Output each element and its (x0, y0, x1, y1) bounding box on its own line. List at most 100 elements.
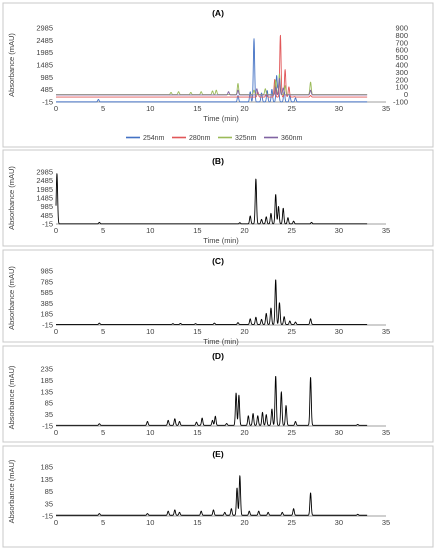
y2-tick-label: 700 (395, 38, 408, 47)
y-tick-label: -15 (42, 512, 53, 521)
y-tick-label: 1985 (36, 185, 53, 194)
y-tick-label: 2485 (36, 176, 53, 185)
y2-tick-label: -100 (393, 98, 408, 107)
x-tick-label: 5 (101, 518, 105, 527)
panel-title: (E) (212, 449, 224, 459)
panel-frame (2, 249, 434, 343)
x-tick-label: 10 (146, 428, 154, 437)
y-tick-label: 2985 (36, 168, 53, 177)
x-tick-label: 20 (240, 327, 248, 336)
y-tick-label: 1485 (36, 61, 53, 70)
x-tick-label: 15 (193, 518, 201, 527)
series-line-360nm (55, 78, 368, 96)
y-tick-label: 85 (45, 487, 53, 496)
y2-tick-label: 200 (395, 75, 408, 84)
y-tick-label: 185 (40, 310, 53, 319)
y-tick-label: -15 (42, 321, 53, 330)
x-axis-title: Time (min) (203, 236, 239, 245)
panel-frame (2, 149, 434, 247)
legend-label: 280nm (189, 135, 211, 142)
series-line (55, 173, 368, 225)
y-tick-label: 35 (45, 410, 53, 419)
x-tick-label: 35 (382, 428, 390, 437)
y-tick-label: 1485 (36, 194, 53, 203)
panel-title: (D) (212, 351, 224, 361)
x-tick-label: 20 (240, 428, 248, 437)
x-tick-label: 15 (193, 104, 201, 113)
x-tick-label: 25 (288, 327, 296, 336)
x-tick-label: 0 (54, 327, 58, 336)
x-tick-label: 25 (288, 104, 296, 113)
x-axis-title: Time (min) (203, 337, 239, 346)
y-tick-label: 785 (40, 277, 53, 286)
legend-item-254nm: 254nm (126, 135, 165, 142)
x-tick-label: 30 (335, 327, 343, 336)
x-tick-label: 5 (101, 327, 105, 336)
y-tick-label: 985 (40, 73, 53, 82)
legend-item-360nm: 360nm (264, 135, 303, 142)
y2-tick-label: 0 (404, 90, 408, 99)
y-tick-label: 985 (40, 202, 53, 211)
x-tick-label: 10 (146, 327, 154, 336)
series-line (55, 475, 368, 516)
panel-title: (C) (212, 256, 224, 266)
x-tick-label: 5 (101, 428, 105, 437)
x-tick-label: 10 (146, 104, 154, 113)
x-tick-label: 0 (54, 104, 58, 113)
x-tick-label: 35 (382, 518, 390, 527)
x-tick-label: 15 (193, 226, 201, 235)
y-tick-label: 185 (40, 463, 53, 472)
panel-d: (D) 0 5 10 15 20 25 30 35 -15 35 85 135 185 235 Absorba… (2, 345, 434, 443)
y-tick-label: 1985 (36, 48, 53, 57)
y-tick-label: -15 (42, 98, 53, 107)
y2-tick-label: 400 (395, 61, 408, 70)
x-tick-label: 30 (335, 428, 343, 437)
x-axis-title: Time (min) (203, 114, 239, 123)
y2-tick-label: 800 (395, 31, 408, 40)
y-tick-label: 985 (40, 267, 53, 276)
y-tick-label: 135 (40, 387, 53, 396)
y-tick-label: -15 (42, 422, 53, 431)
x-tick-label: 15 (193, 327, 201, 336)
x-tick-label: 25 (288, 226, 296, 235)
x-tick-label: 25 (288, 428, 296, 437)
x-tick-label: 20 (240, 226, 248, 235)
y-tick-label: 2985 (36, 24, 53, 33)
series-line-280nm (55, 34, 368, 98)
y2-tick-label: 600 (395, 46, 408, 55)
x-tick-label: 35 (382, 104, 390, 113)
panel-b: (B) 0 5 10 15 20 25 30 35 -1548598514851985248529… (2, 149, 434, 247)
y2-tick-label: 900 (395, 24, 408, 33)
y-tick-label: 385 (40, 299, 53, 308)
x-tick-label: 35 (382, 327, 390, 336)
x-tick-label: 0 (54, 226, 58, 235)
panel-e: (E) 0 5 10 15 20 25 30 35 -15 35 85 135 185 Absorbance… (2, 445, 434, 548)
panel-title: (A) (212, 8, 224, 18)
legend-label: 254nm (143, 135, 165, 142)
x-tick-label: 10 (146, 226, 154, 235)
y-tick-label: 85 (45, 399, 53, 408)
x-tick-label: 5 (101, 104, 105, 113)
x-tick-label: 30 (335, 104, 343, 113)
legend-label: 360nm (281, 135, 303, 142)
y-tick-label: 135 (40, 475, 53, 484)
y-tick-label: 235 (40, 365, 53, 374)
x-tick-label: 0 (54, 518, 58, 527)
x-tick-label: 0 (54, 428, 58, 437)
x-tick-label: 30 (335, 226, 343, 235)
x-tick-label: 10 (146, 518, 154, 527)
y2-tick-label: 300 (395, 68, 408, 77)
y-axis-title: Absorbance (mAU) (7, 365, 16, 429)
y-tick-label: 2485 (36, 36, 53, 45)
x-tick-label: 15 (193, 428, 201, 437)
legend-label: 325nm (235, 135, 257, 142)
y-tick-label: 485 (40, 85, 53, 94)
panel-title: (B) (212, 156, 224, 166)
x-tick-label: 20 (240, 104, 248, 113)
series-line (55, 376, 368, 426)
y-axis-title: Absorbance (mAU) (7, 459, 16, 523)
y-tick-label: 185 (40, 376, 53, 385)
y-axis-title: Absorbance (mAU) (7, 33, 16, 97)
